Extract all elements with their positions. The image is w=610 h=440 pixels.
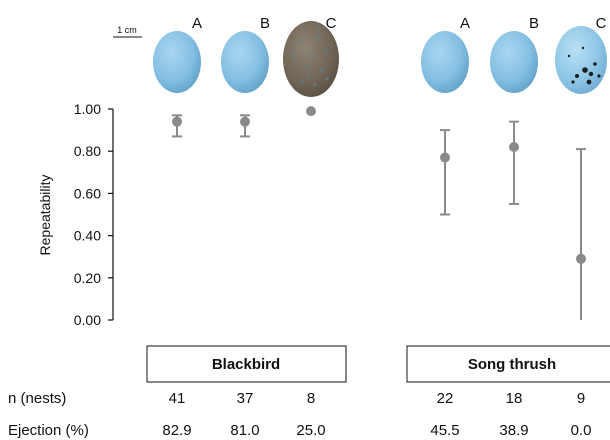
species-label-blackbird: Blackbird xyxy=(212,356,280,373)
y-tick-label: 1.00 xyxy=(74,101,101,117)
y-axis-label: Repeatability xyxy=(37,175,53,256)
y-tick-label: 0.00 xyxy=(74,312,101,328)
blackbird-box xyxy=(146,345,347,383)
ejection-value: 0.0 xyxy=(571,422,592,439)
row-label-ejection: Ejection (%) xyxy=(8,422,89,439)
ejection-value: 45.5 xyxy=(430,422,459,439)
egg-label: B xyxy=(260,15,270,32)
species-label-songthrush: Song thrush xyxy=(468,356,556,373)
n-nests-value: 37 xyxy=(237,390,254,407)
n-nests-value: 18 xyxy=(506,390,523,407)
n-nests-value: 8 xyxy=(307,390,315,407)
data-point xyxy=(509,141,519,152)
n-nests-value: 9 xyxy=(577,390,585,407)
egg-label: A xyxy=(192,15,202,32)
data-point xyxy=(576,253,586,264)
egg-blackbird-a xyxy=(153,31,201,93)
scale-bar-label: 1 cm xyxy=(117,25,137,35)
row-label-n-nests: n (nests) xyxy=(8,390,66,407)
y-tick-label: 0.80 xyxy=(74,143,101,159)
data-point xyxy=(440,152,450,163)
n-nests-value: 22 xyxy=(437,390,454,407)
egg-blackbird-c xyxy=(283,21,339,97)
egg-blackbird-b xyxy=(221,31,269,93)
ejection-value: 38.9 xyxy=(499,422,528,439)
ejection-value: 81.0 xyxy=(230,422,259,439)
egg-song-thrush-b xyxy=(490,31,538,93)
egg-song-thrush-c xyxy=(555,26,607,94)
y-tick-label: 0.40 xyxy=(74,228,101,244)
ejection-value: 82.9 xyxy=(162,422,191,439)
table-values: 41 82.9 37 81.0 8 25.0 22 45.5 18 38.9 9 0.0 xyxy=(162,390,591,439)
data-point xyxy=(172,116,182,127)
egg-label: A xyxy=(460,15,470,32)
y-tick-label: 0.60 xyxy=(74,185,101,201)
songthrush-box xyxy=(406,345,610,383)
y-axis: 0.00 0.20 0.40 0.60 0.80 1.00 xyxy=(74,101,114,328)
data-point xyxy=(306,106,316,117)
egg-label: C xyxy=(596,15,607,32)
egg-label: B xyxy=(529,15,539,32)
ejection-value: 25.0 xyxy=(296,422,325,439)
egg-song-thrush-a xyxy=(421,31,469,93)
data-point xyxy=(240,116,250,127)
egg-label: C xyxy=(326,15,337,32)
y-tick-label: 0.20 xyxy=(74,270,101,286)
data-marks xyxy=(172,106,586,320)
n-nests-value: 41 xyxy=(169,390,186,407)
